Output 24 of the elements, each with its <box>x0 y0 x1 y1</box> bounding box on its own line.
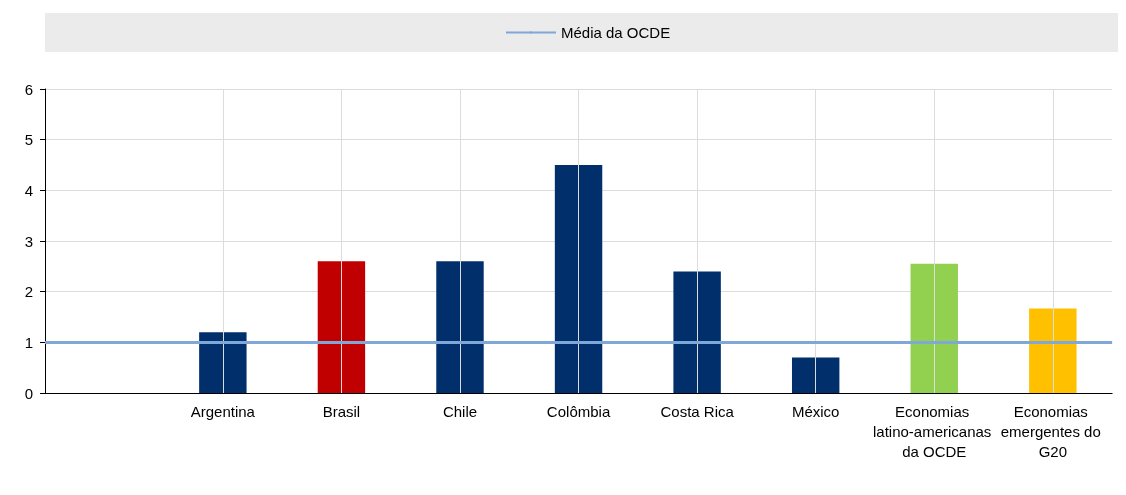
bar <box>910 263 958 393</box>
bar <box>436 261 484 393</box>
bar <box>317 261 366 393</box>
bar <box>673 271 721 393</box>
legend-label: Média da OCDE <box>561 24 671 41</box>
bar <box>1029 308 1077 393</box>
y-tick-label: 2 <box>24 283 33 301</box>
bar <box>554 165 603 393</box>
y-tick-label: 1 <box>24 333 33 351</box>
y-tick-label: 5 <box>24 131 33 149</box>
x-tick-label: Chile <box>442 402 478 420</box>
bar <box>791 357 840 393</box>
x-tick-label: México <box>791 402 840 420</box>
x-tick-label: Economias latino-americanas da OCDE <box>872 402 996 460</box>
y-tick-label: 6 <box>24 80 33 98</box>
x-tick-label: Argentina <box>190 402 256 420</box>
y-tick-label: 0 <box>24 384 33 402</box>
x-tick-label: Economias emergentes do G20 <box>1000 402 1105 460</box>
x-tick-label: Colômbia <box>546 402 611 420</box>
bar <box>199 332 247 393</box>
x-tick-label: Costa Rica <box>660 402 735 420</box>
y-tick-label: 4 <box>24 181 33 199</box>
y-tick-label: 3 <box>24 232 33 250</box>
x-tick-label: Brasil <box>322 402 361 420</box>
